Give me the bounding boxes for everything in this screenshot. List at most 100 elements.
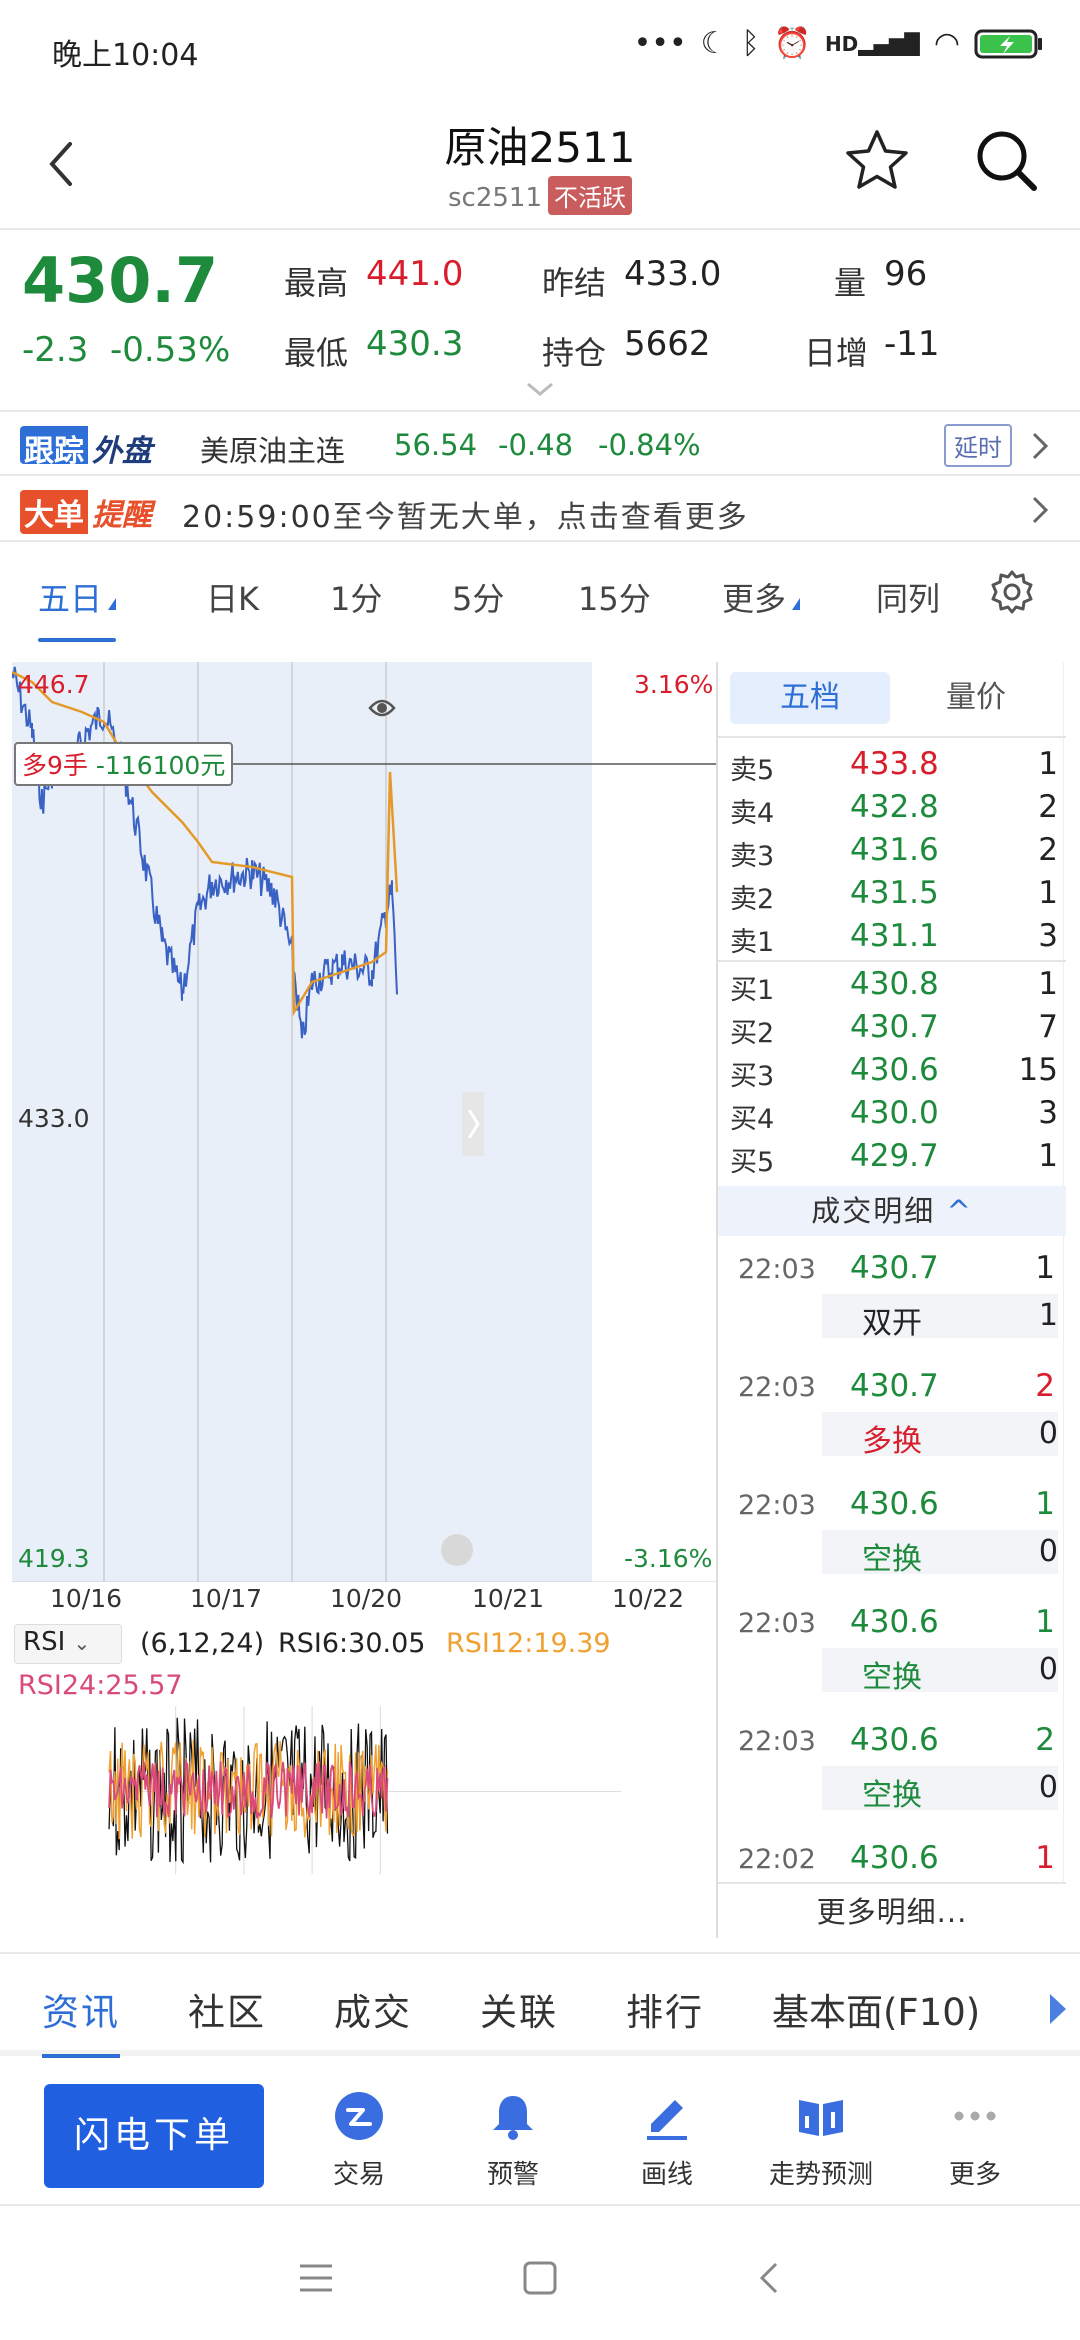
bell-icon (493, 2096, 533, 2140)
ask-price: 433.8 (850, 746, 939, 782)
tab-15min[interactable]: 15分 (578, 580, 651, 618)
trade-action[interactable]: 交易 (284, 2090, 434, 2191)
trade-price: 430.6 (850, 1604, 939, 1640)
battery-icon (974, 29, 1042, 58)
trade-detail-header[interactable]: 成交明细 ^ (718, 1186, 1066, 1236)
more-details-button[interactable]: 更多明细... (718, 1882, 1066, 1938)
tab-volume-price[interactable]: 量价 (946, 680, 1006, 715)
gear-icon[interactable] (988, 568, 1036, 616)
tab-five-levels[interactable]: 五档 (730, 672, 890, 724)
bid-price: 429.7 (850, 1138, 939, 1174)
bid-label: 买5 (730, 1147, 775, 1178)
quote-panel: 430.7 -2.3 -0.53% 最高 441.0 最低 430.3 昨结 4… (0, 230, 1080, 412)
search-icon[interactable] (972, 126, 1042, 196)
reset-view-icon[interactable] (441, 1534, 473, 1566)
bid-price: 430.8 (850, 966, 939, 1002)
panel-toggle-handle[interactable] (462, 1092, 484, 1156)
trade-time: 22:02 (738, 1844, 816, 1875)
menu-icon[interactable] (296, 2262, 336, 2294)
home-icon[interactable] (520, 2258, 560, 2298)
bid-price: 430.0 (850, 1095, 939, 1131)
status-bar: 晚上10:04 ••• ☾ ᛒ ⏰ HD▂▄▆█ ◠ (0, 0, 1080, 96)
rsi-params: (6,12,24) (140, 1628, 265, 1659)
bid-row: 买3 430.6 15 (718, 1050, 1066, 1093)
position-label[interactable]: 多9手 -116100元 (14, 742, 234, 786)
tab-5min[interactable]: 5分 (452, 580, 505, 618)
pen-icon (647, 2100, 687, 2140)
trade-type-row: 双开 1 (822, 1294, 1058, 1341)
ask-row: 卖1 431.1 3 (718, 916, 1066, 959)
trade-type: 空换 (862, 1660, 922, 1695)
average-price-line (12, 670, 399, 1017)
ask-price: 431.6 (850, 832, 939, 868)
tab-trades[interactable]: 成交 (334, 1991, 412, 2034)
x-axis-label: 10/21 (472, 1584, 545, 1613)
trade-time: 22:03 (738, 1608, 816, 1639)
trend-predict-action[interactable]: 走势预测 (746, 2090, 896, 2191)
more-action[interactable]: 更多 (900, 2090, 1050, 2191)
big-order-time: 20:59:00 (182, 500, 333, 535)
intraday-chart[interactable] (12, 662, 718, 1582)
ask-label: 卖2 (730, 884, 775, 915)
trade-type-qty: 0 (1038, 1534, 1058, 1569)
chevron-down-icon: ⌄ (73, 1631, 91, 1655)
tab-more[interactable]: 更多 (722, 574, 801, 620)
alert-action[interactable]: 预警 (438, 2090, 588, 2191)
action-bar: 闪电下单 交易 预警 画线 走势预测 更多 (0, 2060, 1080, 2206)
page-title: 原油2511 (444, 123, 636, 172)
tab-1min[interactable]: 1分 (330, 580, 383, 618)
big-order-badge-2: 提醒 (92, 498, 152, 533)
bid-price: 430.7 (850, 1009, 939, 1045)
tab-daily-k[interactable]: 日K (206, 580, 259, 618)
change-value: -2.3 (22, 330, 89, 370)
x-axis-label: 10/17 (190, 1584, 263, 1613)
trade-time: 22:03 (738, 1726, 816, 1757)
scroll-right-icon[interactable] (1046, 1992, 1070, 2026)
ask-row: 卖4 432.8 2 (718, 787, 1066, 830)
trade-type-row: 空换 0 (822, 1648, 1058, 1695)
indicator-select[interactable]: RSI ⌄ (14, 1624, 122, 1664)
flash-order-button[interactable]: 闪电下单 (44, 2084, 264, 2188)
back-nav-icon[interactable] (754, 2258, 784, 2298)
tab-fundamentals[interactable]: 基本面(F10) (772, 1991, 981, 2034)
trade-price: 430.6 (850, 1486, 939, 1522)
tab-same-column[interactable]: 同列 (876, 580, 941, 618)
ask-price: 431.1 (850, 918, 939, 954)
tab-related[interactable]: 关联 (480, 1991, 558, 2034)
order-book-tabs: 五档 量价 (730, 672, 1056, 724)
chevron-right-icon (1032, 496, 1049, 524)
back-icon[interactable] (36, 134, 86, 194)
delay-badge: 延时 (944, 424, 1012, 467)
tab-news[interactable]: 资讯 (42, 1982, 120, 2058)
bid-row: 买2 430.7 7 (718, 1007, 1066, 1050)
star-icon[interactable] (842, 126, 912, 196)
trade-qty: 2 (1035, 1722, 1055, 1758)
low-value: 430.3 (366, 324, 464, 364)
big-order-alert-row[interactable]: 大单 提醒 20:59:00至今暂无大单，点击查看更多 (0, 478, 1080, 542)
track-badge: 跟踪 外盘 (20, 426, 156, 469)
trade-qty: 1 (1035, 1604, 1055, 1640)
ask-qty: 2 (1038, 789, 1058, 825)
signal-icon: HD▂▄▆█ (824, 31, 920, 56)
ask-row: 卖2 431.5 1 (718, 873, 1066, 916)
ask-qty: 1 (1038, 746, 1058, 782)
price-change: -2.3 -0.53% (22, 330, 230, 370)
rsi-chart[interactable] (12, 1706, 718, 1938)
draw-line-action[interactable]: 画线 (592, 2090, 742, 2191)
tab-five-day[interactable]: 五日 (38, 574, 117, 642)
eye-icon[interactable] (368, 699, 396, 717)
bid-qty: 7 (1038, 1009, 1058, 1045)
big-order-badge-1: 大单 (20, 490, 88, 534)
trade-label: 交易 (332, 2160, 385, 2190)
draw-line-label: 画线 (640, 2160, 693, 2190)
y-axis-top: 446.7 (18, 670, 90, 699)
period-tabs: 五日 日K 1分 5分 15分 更多 同列 (0, 544, 1080, 654)
system-navigation-bar (0, 2208, 1080, 2340)
volume-value: 96 (884, 254, 928, 294)
chevron-down-icon[interactable] (524, 378, 556, 402)
y-axis-bottom: 419.3 (18, 1544, 90, 1573)
tab-community[interactable]: 社区 (188, 1991, 266, 2034)
tab-ranking[interactable]: 排行 (626, 1991, 704, 2034)
tab-more-label: 更多 (722, 580, 787, 618)
foreign-market-row[interactable]: 跟踪 外盘 美原油主连 56.54 -0.48 -0.84% 延时 (0, 414, 1080, 476)
